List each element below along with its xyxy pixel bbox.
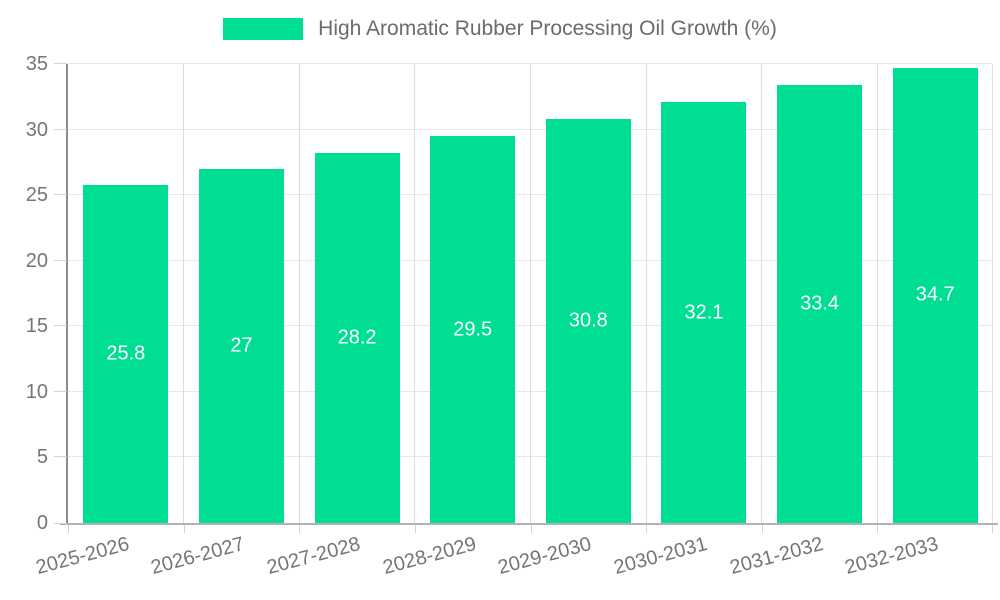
legend-swatch <box>223 18 304 40</box>
bar-2027-2028[interactable]: 28.2 <box>314 153 400 523</box>
gridline-vertical <box>876 64 878 523</box>
y-axis-line <box>66 64 68 523</box>
gridline-vertical <box>298 64 300 523</box>
bar-value-label: 27 <box>230 334 253 357</box>
y-axis-tick-label: 5 <box>36 446 48 469</box>
x-axis-line <box>60 523 998 525</box>
x-tick-mark <box>530 525 532 533</box>
bar-2029-2030[interactable]: 30.8 <box>545 119 631 523</box>
y-tick-mark <box>54 456 67 458</box>
bar-2025-2026[interactable]: 25.8 <box>83 184 169 523</box>
y-tick-mark <box>54 128 67 130</box>
bar-value-label: 29.5 <box>453 318 493 341</box>
legend-label: High Aromatic Rubber Processing Oil Grow… <box>318 17 777 40</box>
y-axis-tick-label: 25 <box>25 184 48 207</box>
gridline-vertical <box>183 64 185 523</box>
bar-value-label: 30.8 <box>568 309 608 332</box>
bar-value-label: 32.1 <box>684 301 724 324</box>
x-tick-mark <box>68 525 69 533</box>
x-tick-mark <box>299 525 301 533</box>
bar-value-label: 25.8 <box>106 342 146 365</box>
bar-2026-2027[interactable]: 27 <box>198 168 284 523</box>
bar-2028-2029[interactable]: 29.5 <box>430 136 516 523</box>
y-axis-tick-label: 0 <box>36 512 48 534</box>
y-tick-mark <box>54 194 67 196</box>
y-tick-mark <box>54 390 67 392</box>
y-axis-tick-label: 35 <box>25 53 48 75</box>
y-tick-mark <box>54 63 67 64</box>
x-tick-mark <box>646 525 648 533</box>
x-tick-mark <box>992 525 993 533</box>
x-tick-mark <box>761 525 763 533</box>
y-axis-tick-label: 10 <box>25 380 48 403</box>
y-tick-mark <box>54 259 67 261</box>
y-axis-tick-label: 30 <box>25 118 48 141</box>
bar-2032-2033[interactable]: 34.7 <box>892 67 978 523</box>
y-axis-tick-label: 15 <box>25 315 48 338</box>
gridline-horizontal <box>68 63 992 64</box>
bar-value-label: 28.2 <box>337 326 377 349</box>
gridline-vertical <box>761 64 763 523</box>
bar-2030-2031[interactable]: 32.1 <box>661 102 747 523</box>
y-tick-mark <box>54 523 67 524</box>
bar-value-label: 33.4 <box>800 292 840 315</box>
y-axis-tick-label: 20 <box>25 249 48 272</box>
x-tick-mark <box>414 525 416 533</box>
gridline-vertical <box>645 64 647 523</box>
x-tick-mark <box>877 525 879 533</box>
legend[interactable]: High Aromatic Rubber Processing Oil Grow… <box>0 17 1000 41</box>
bar-2031-2032[interactable]: 33.4 <box>777 84 863 523</box>
plot-area: 25.8 27 28.2 29.5 30.8 32.1 33.4 34.7 <box>68 63 993 523</box>
y-tick-mark <box>54 325 67 327</box>
x-tick-mark <box>183 525 185 533</box>
gridline-vertical <box>530 64 531 523</box>
bar-value-label: 34.7 <box>915 283 955 306</box>
gridline-vertical <box>414 64 416 523</box>
